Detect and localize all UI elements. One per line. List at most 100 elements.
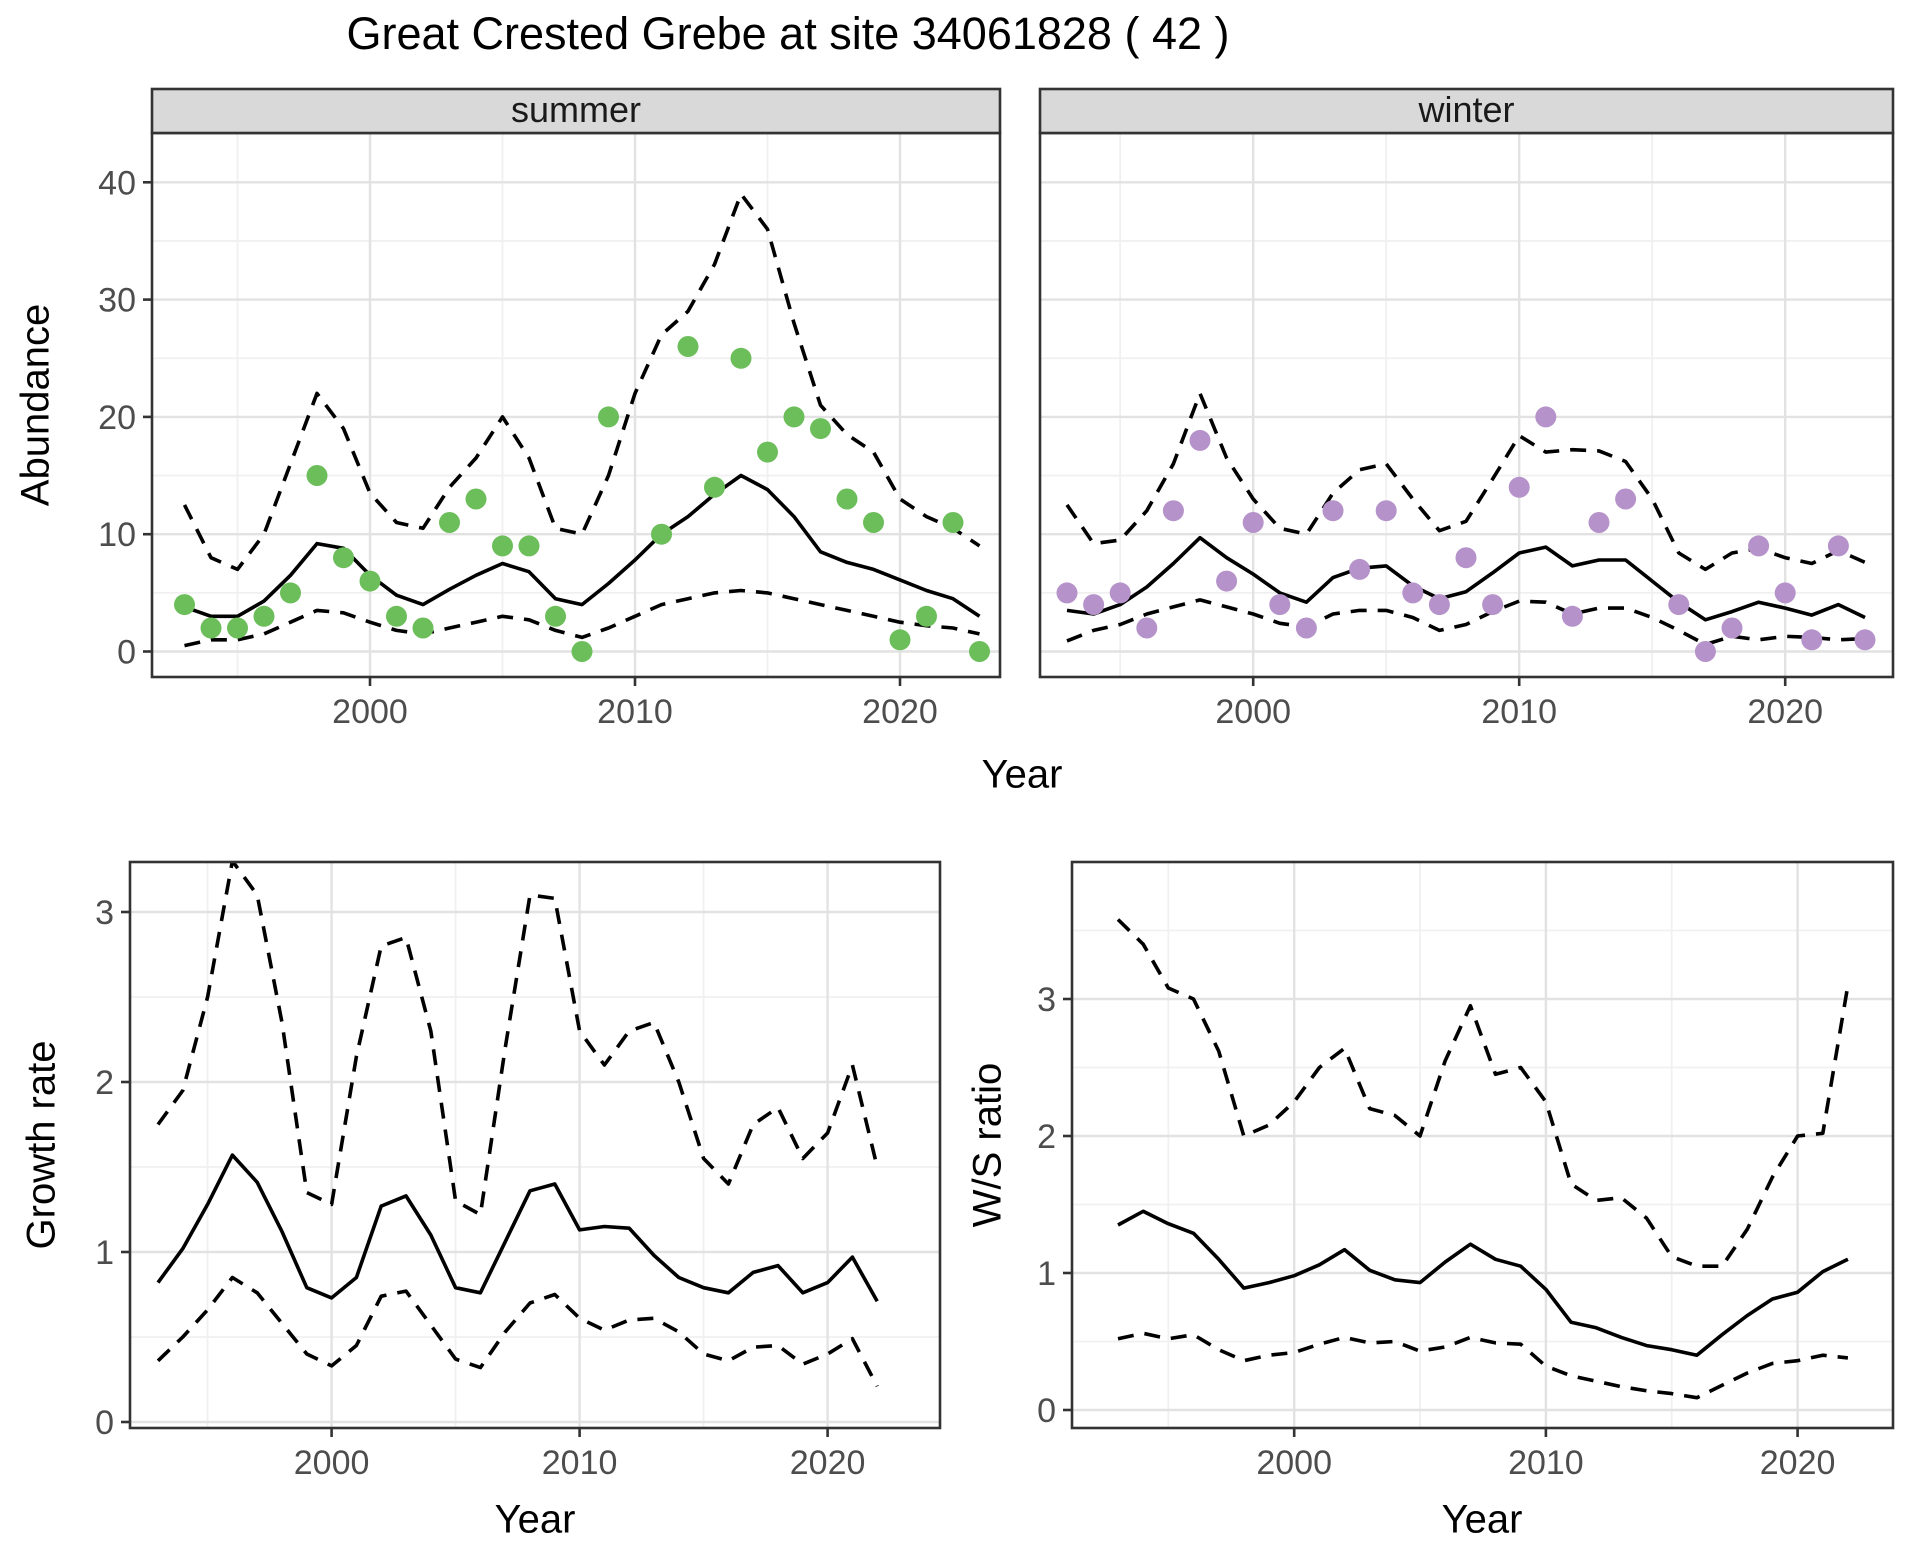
data-point: [1561, 605, 1583, 627]
panel-background: [152, 133, 1000, 677]
series-estimate: [1117, 1209, 1849, 1357]
data-point: [1801, 629, 1823, 651]
data-point: [1295, 617, 1317, 639]
data-point: [1162, 500, 1184, 522]
data-point: [1322, 500, 1344, 522]
y-tick-label: 2: [1037, 1118, 1056, 1156]
data-point: [1109, 582, 1131, 604]
facet-strip-label: winter: [1417, 89, 1514, 130]
y-tick-label: 20: [98, 399, 136, 437]
series-fitted: [1066, 535, 1866, 622]
data-point: [253, 605, 275, 627]
y-tick-label: 1: [1037, 1255, 1056, 1293]
panel-ws-ratio: 2000 2010 2020 0 1 2 3: [1037, 860, 1895, 1482]
data-point: [1854, 629, 1876, 651]
x-tick-label: 2010: [597, 693, 673, 731]
gridlines: [152, 133, 1000, 677]
data-point: [1242, 512, 1264, 533]
data-point: [836, 488, 858, 510]
data-point: [545, 605, 566, 627]
data-point: [200, 617, 222, 639]
y-tick-label: 10: [98, 516, 136, 554]
panel-border: [128, 860, 942, 1430]
gridlines: [1040, 133, 1893, 677]
gridlines: [1072, 862, 1893, 1428]
data-point: [1189, 429, 1211, 451]
data-point: [492, 535, 513, 557]
y-tick-label: 40: [98, 164, 136, 202]
data-point: [969, 641, 990, 662]
data-point: [1774, 582, 1796, 604]
data-point: [1694, 641, 1716, 662]
x-tick-label: 2000: [1256, 1444, 1332, 1482]
data-point: [280, 582, 301, 604]
series-upper-ci: [182, 192, 981, 572]
data-point: [598, 406, 619, 428]
y-tick-label: 3: [1037, 981, 1056, 1019]
data-point: [1428, 594, 1450, 616]
data-point: [465, 488, 487, 510]
series-lower-ci: [1117, 1331, 1849, 1400]
data-point: [1615, 488, 1637, 510]
panel-background: [1072, 862, 1893, 1428]
data-point: [1216, 570, 1238, 592]
panel-growth-rate: 2000 2010 2020 0 1 2 3: [95, 860, 942, 1482]
data-point: [783, 406, 805, 428]
data-point: [1535, 406, 1557, 428]
facet-strip-label: summer: [511, 89, 641, 130]
series-lines: [156, 862, 879, 1388]
data-point: [757, 441, 778, 463]
x-tick-label: 2000: [1215, 693, 1291, 731]
panel-border: [1070, 860, 1895, 1430]
data-point: [863, 512, 884, 533]
data-point: [1402, 582, 1424, 604]
axis-ticks: 2000 2010 2020 0 1 2 3: [1037, 981, 1835, 1482]
data-point: [1482, 594, 1504, 616]
data-point: [916, 605, 937, 627]
series-lower-ci: [156, 1275, 879, 1388]
y-tick-label: 1: [95, 1234, 114, 1272]
data-point: [810, 418, 831, 440]
y-tick-label: 0: [117, 634, 136, 672]
observed-points: [174, 336, 990, 662]
x-tick-label: 2010: [1508, 1444, 1584, 1482]
panel-background: [130, 862, 940, 1428]
series-upper-ci: [1065, 391, 1866, 572]
data-point: [1508, 476, 1530, 498]
chart-title: Great Crested Grebe at site 34061828 ( 4…: [346, 8, 1230, 59]
observed-points: [1056, 406, 1876, 662]
data-point: [704, 476, 725, 498]
x-tick-label: 2010: [542, 1444, 618, 1482]
y-tick-label: 3: [95, 894, 114, 932]
panel-background: [1040, 133, 1893, 677]
series-lines: [1065, 391, 1866, 647]
data-point: [518, 535, 540, 557]
facet-strip: [150, 87, 1002, 135]
x-tick-label: 2020: [790, 1444, 866, 1482]
data-point: [730, 347, 752, 369]
data-point: [942, 512, 964, 533]
series-fitted: [183, 473, 981, 619]
data-point: [1056, 582, 1078, 604]
data-point: [571, 641, 593, 662]
axis-ticks: 2000 2010 2020 0 10 20 30 40: [98, 164, 938, 731]
data-point: [1083, 594, 1105, 616]
data-point: [439, 512, 460, 533]
series-upper-ci: [1116, 918, 1850, 1268]
y-tick-label: 30: [98, 282, 136, 320]
x-tick-label: 2000: [294, 1444, 370, 1482]
data-point: [1455, 547, 1477, 569]
data-point: [651, 523, 672, 545]
data-point: [1748, 535, 1770, 557]
data-point: [1375, 500, 1397, 522]
data-point: [386, 605, 407, 627]
panel-winter-abundance: 2000 2010 2020 winter: [1038, 87, 1895, 731]
data-point: [306, 465, 328, 486]
data-point: [1269, 594, 1291, 616]
x-tick-label: 2020: [1760, 1444, 1836, 1482]
data-point: [359, 570, 381, 592]
x-tick-label: 2020: [1747, 693, 1823, 731]
data-point: [333, 547, 354, 569]
x-axis-title-year-growth: Year: [494, 1497, 576, 1542]
